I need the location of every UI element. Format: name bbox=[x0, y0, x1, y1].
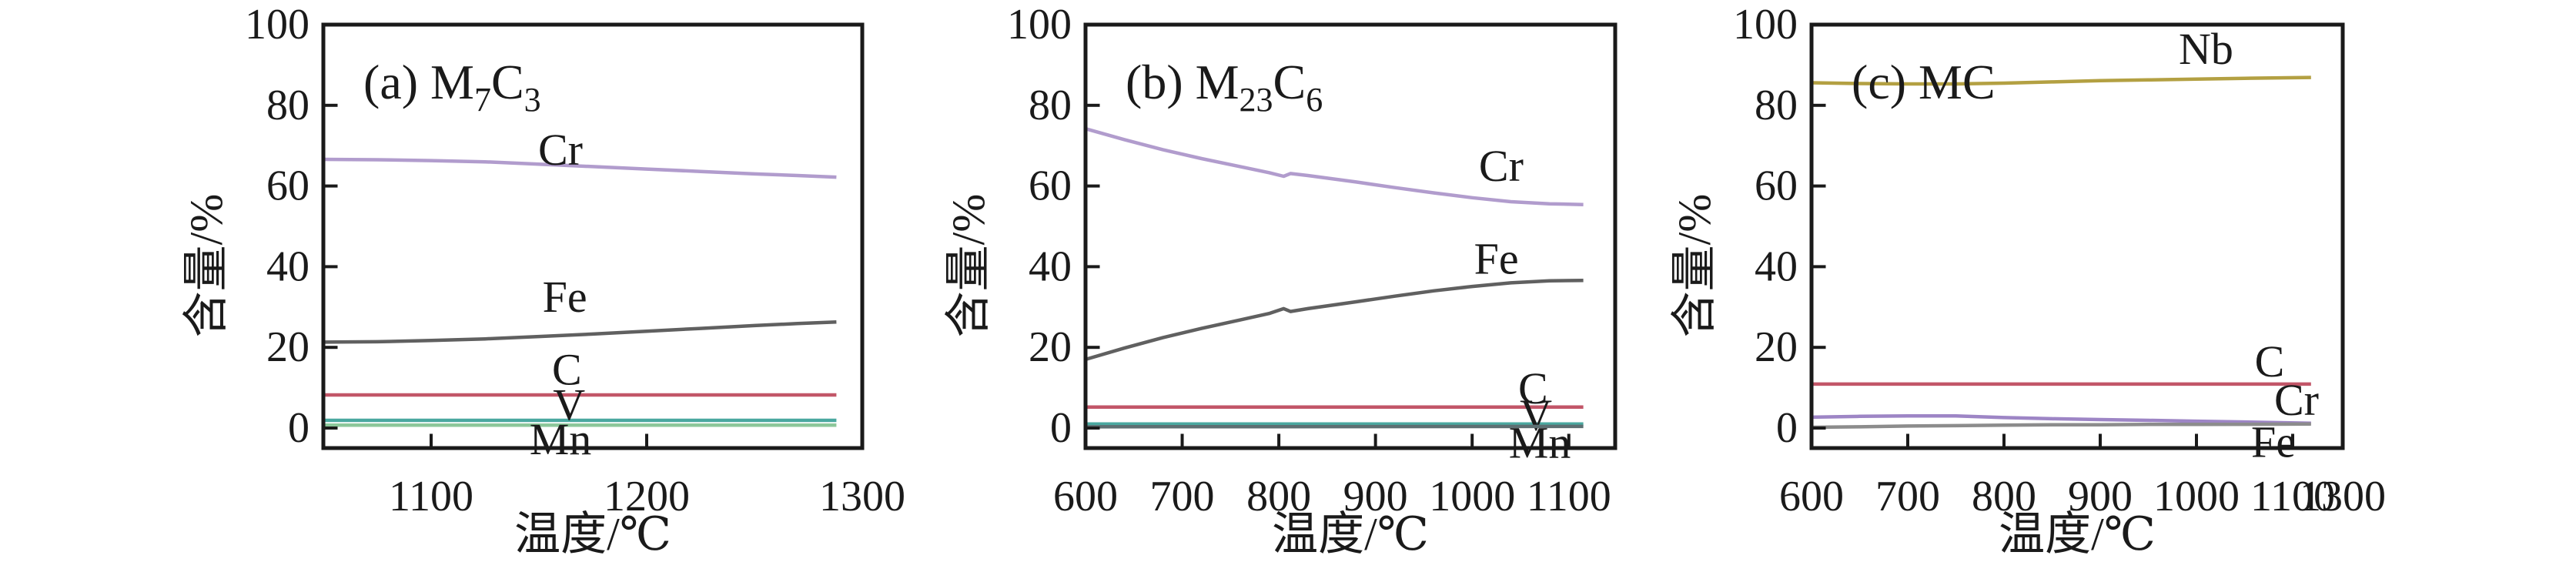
series-label-c-c: C bbox=[2255, 336, 2285, 386]
y-tick-label-c-40: 40 bbox=[1755, 243, 1798, 290]
series-label-mn-a: Mn bbox=[530, 414, 592, 464]
x-tick-label-c-700: 700 bbox=[1875, 473, 1940, 520]
series-line-fe-b bbox=[1085, 278, 1584, 362]
x-tick-label-b-1100: 1100 bbox=[1527, 473, 1611, 520]
series-label-cr-b: Cr bbox=[1479, 141, 1524, 191]
panel-title-b: (b) M23C6 bbox=[1126, 55, 1323, 119]
x-tick-label-a-1200: 1200 bbox=[604, 473, 690, 520]
y-tick-label-b-20: 20 bbox=[1029, 323, 1072, 371]
y-axis-title-a: 含量/% bbox=[181, 194, 232, 338]
x-tick-label-c-1000: 1000 bbox=[2153, 473, 2240, 520]
plot-frame-a bbox=[321, 22, 865, 450]
plot-frame-c bbox=[1809, 22, 2345, 450]
series-line-cr-b bbox=[1085, 127, 1584, 206]
series-line-fe-c bbox=[1811, 422, 2311, 430]
series-line-cr-c bbox=[1811, 414, 2311, 425]
y-tick-label-b-0: 0 bbox=[1050, 404, 1072, 452]
series-label-fe-c: Fe bbox=[2251, 416, 2296, 467]
y-tick-label-c-20: 20 bbox=[1755, 323, 1798, 371]
y-tick-label-c-0: 0 bbox=[1776, 404, 1798, 452]
y-tick-label-a-60: 60 bbox=[266, 162, 309, 210]
series-line-fe-a bbox=[323, 319, 837, 344]
x-tick-label-a-1300: 1300 bbox=[819, 473, 905, 520]
x-tick-label-b-1000: 1000 bbox=[1429, 473, 1515, 520]
series-label-v-a: V bbox=[553, 380, 585, 430]
y-tick-label-c-100: 100 bbox=[1733, 1, 1798, 49]
x-tick-label-b-900: 900 bbox=[1343, 473, 1408, 520]
series-label-c-a: C bbox=[552, 345, 582, 395]
x-axis-title-a: 温度/℃ bbox=[514, 509, 671, 558]
x-tick-label-b-800: 800 bbox=[1246, 473, 1311, 520]
x-tick-label-c-600: 600 bbox=[1779, 473, 1844, 520]
series-label-c-b: C bbox=[1518, 363, 1548, 413]
y-tick-label-a-20: 20 bbox=[266, 323, 309, 371]
x-tick-label-c-1300: 1300 bbox=[2300, 473, 2386, 520]
panel-title-c: (c) MC bbox=[1852, 55, 1996, 109]
x-tick-label-c-900: 900 bbox=[2068, 473, 2133, 520]
series-line-nb-c bbox=[1811, 75, 2311, 86]
y-tick-label-c-80: 80 bbox=[1755, 82, 1798, 129]
series-label-fe-a: Fe bbox=[543, 272, 587, 322]
y-tick-label-b-100: 100 bbox=[1007, 1, 1072, 49]
y-tick-label-a-100: 100 bbox=[245, 1, 309, 49]
y-tick-label-a-80: 80 bbox=[266, 82, 309, 129]
series-label-mn-b: Mn bbox=[1509, 417, 1571, 467]
y-tick-label-a-40: 40 bbox=[266, 243, 309, 290]
x-axis-title-c: 温度/℃ bbox=[1999, 509, 2156, 558]
x-tick-label-b-600: 600 bbox=[1053, 473, 1118, 520]
plot-frame-b bbox=[1083, 22, 1618, 450]
x-axis-title-b: 温度/℃ bbox=[1272, 509, 1429, 558]
y-tick-label-a-0: 0 bbox=[288, 404, 309, 452]
y-tick-label-b-80: 80 bbox=[1029, 82, 1072, 129]
series-label-nb-c: Nb bbox=[2179, 24, 2233, 74]
series-label-v-b: V bbox=[1520, 390, 1552, 440]
y-tick-label-c-60: 60 bbox=[1755, 162, 1798, 210]
series-line-cr-a bbox=[323, 157, 837, 179]
series-label-cr-c: Cr bbox=[2274, 375, 2319, 425]
y-axis-title-c: 含量/% bbox=[1669, 194, 1720, 338]
x-tick-label-c-800: 800 bbox=[1972, 473, 2036, 520]
x-tick-label-a-1100: 1100 bbox=[389, 473, 473, 520]
x-tick-label-b-700: 700 bbox=[1150, 473, 1215, 520]
y-tick-label-b-40: 40 bbox=[1029, 243, 1072, 290]
series-label-cr-a: Cr bbox=[538, 125, 583, 175]
y-tick-label-b-60: 60 bbox=[1029, 162, 1072, 210]
x-tick-label-c-1100: 1100 bbox=[2250, 473, 2335, 520]
panel-title-a: (a) M7C3 bbox=[363, 55, 541, 119]
series-label-fe-b: Fe bbox=[1474, 233, 1519, 283]
y-axis-title-b: 含量/% bbox=[943, 194, 994, 338]
